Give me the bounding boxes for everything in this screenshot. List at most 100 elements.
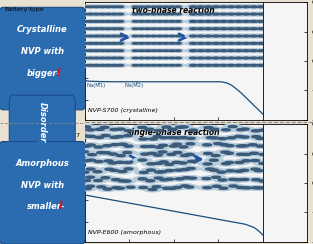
Circle shape — [87, 57, 94, 59]
Circle shape — [204, 158, 223, 163]
Circle shape — [147, 163, 156, 165]
Circle shape — [205, 28, 212, 30]
Circle shape — [113, 41, 128, 45]
Circle shape — [257, 57, 265, 59]
Circle shape — [135, 12, 148, 16]
Circle shape — [220, 28, 227, 30]
Circle shape — [81, 128, 100, 132]
Circle shape — [205, 57, 212, 59]
Circle shape — [235, 6, 242, 8]
Circle shape — [237, 159, 256, 163]
Circle shape — [83, 5, 98, 9]
Circle shape — [102, 152, 111, 154]
Circle shape — [169, 21, 175, 22]
Circle shape — [89, 178, 108, 183]
Circle shape — [200, 56, 216, 60]
Circle shape — [105, 127, 124, 132]
Circle shape — [111, 144, 120, 146]
Circle shape — [81, 143, 100, 147]
Circle shape — [167, 160, 186, 165]
Circle shape — [165, 20, 179, 23]
Circle shape — [237, 186, 245, 189]
Circle shape — [250, 64, 257, 66]
Circle shape — [143, 151, 162, 156]
Circle shape — [253, 27, 269, 31]
Circle shape — [95, 56, 110, 60]
Circle shape — [257, 50, 265, 52]
Circle shape — [185, 63, 201, 67]
Circle shape — [93, 13, 100, 15]
Circle shape — [117, 20, 124, 22]
Circle shape — [160, 162, 179, 167]
Circle shape — [205, 35, 212, 37]
Circle shape — [175, 50, 181, 51]
Circle shape — [240, 128, 249, 130]
Circle shape — [157, 186, 176, 191]
Circle shape — [200, 12, 216, 16]
Circle shape — [107, 20, 122, 23]
Circle shape — [215, 27, 232, 31]
Circle shape — [104, 160, 113, 162]
Circle shape — [215, 49, 232, 53]
Circle shape — [208, 56, 224, 60]
Circle shape — [181, 154, 189, 157]
Circle shape — [242, 50, 250, 52]
Circle shape — [147, 64, 160, 67]
Circle shape — [175, 6, 181, 8]
Circle shape — [105, 57, 112, 59]
Circle shape — [107, 49, 122, 52]
Circle shape — [193, 12, 209, 16]
Circle shape — [129, 12, 142, 16]
Circle shape — [151, 43, 157, 44]
Circle shape — [92, 185, 110, 189]
Circle shape — [215, 56, 232, 60]
Circle shape — [208, 34, 224, 38]
Circle shape — [237, 129, 245, 131]
Circle shape — [246, 129, 265, 133]
Circle shape — [117, 64, 124, 66]
Circle shape — [212, 185, 221, 187]
Circle shape — [175, 28, 181, 30]
Circle shape — [221, 169, 240, 173]
Circle shape — [157, 28, 163, 30]
Circle shape — [197, 42, 205, 44]
Circle shape — [205, 136, 224, 140]
Circle shape — [200, 20, 216, 23]
Circle shape — [208, 20, 224, 23]
Circle shape — [174, 125, 193, 129]
Circle shape — [132, 65, 138, 66]
Circle shape — [251, 186, 270, 190]
Circle shape — [208, 27, 224, 31]
Circle shape — [163, 13, 169, 15]
Circle shape — [169, 35, 175, 37]
Circle shape — [82, 179, 90, 182]
Circle shape — [162, 126, 171, 128]
Circle shape — [259, 180, 268, 182]
Circle shape — [97, 186, 105, 188]
Circle shape — [167, 187, 176, 189]
Circle shape — [167, 153, 176, 155]
Circle shape — [219, 187, 228, 189]
Circle shape — [212, 28, 220, 30]
Circle shape — [217, 128, 235, 132]
Circle shape — [234, 170, 243, 172]
Circle shape — [182, 136, 200, 141]
Circle shape — [121, 185, 140, 190]
Circle shape — [118, 171, 127, 173]
Circle shape — [135, 34, 148, 38]
Circle shape — [203, 187, 212, 189]
Circle shape — [141, 64, 154, 67]
Circle shape — [132, 13, 138, 15]
Circle shape — [147, 49, 160, 52]
Circle shape — [113, 56, 128, 60]
Circle shape — [160, 177, 179, 181]
Circle shape — [223, 20, 239, 23]
Circle shape — [238, 41, 254, 45]
Circle shape — [163, 6, 169, 8]
Circle shape — [254, 128, 273, 132]
Circle shape — [82, 134, 100, 139]
Circle shape — [149, 138, 157, 140]
Circle shape — [230, 27, 247, 31]
Circle shape — [135, 27, 148, 30]
Circle shape — [253, 56, 269, 60]
